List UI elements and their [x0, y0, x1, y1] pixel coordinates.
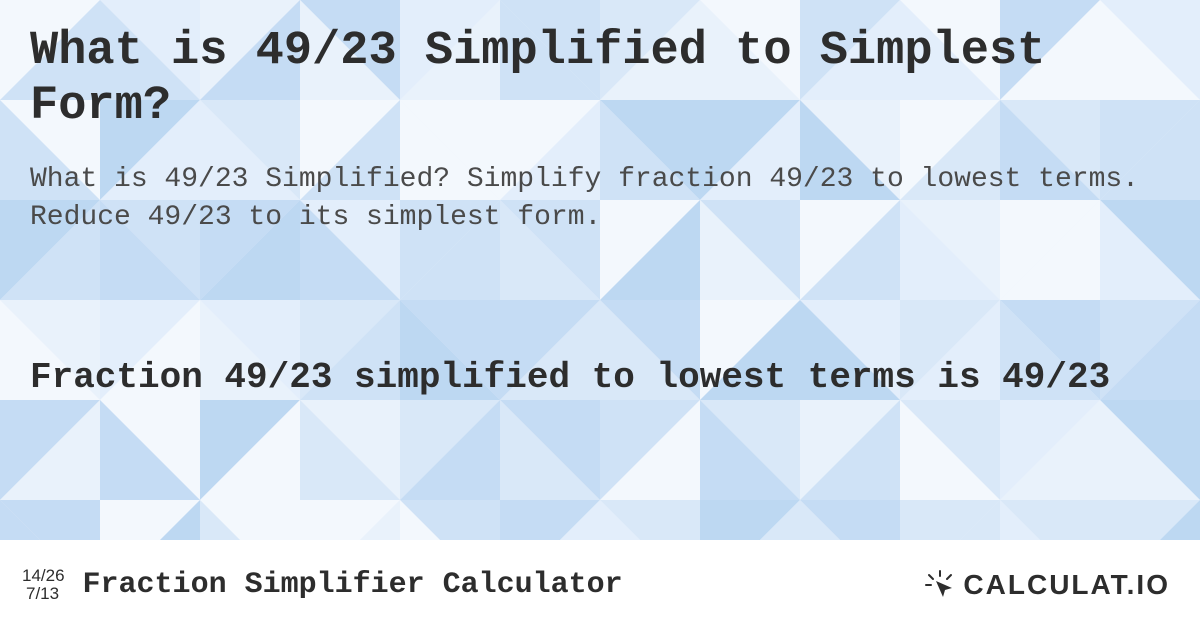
brand-text: CALCULAT.IO	[963, 569, 1170, 601]
footer-bar: 14/26 7/13 Fraction Simplifier Calculato…	[0, 540, 1200, 630]
footer-left: 14/26 7/13 Fraction Simplifier Calculato…	[22, 567, 623, 603]
page-title: What is 49/23 Simplified to Simplest For…	[30, 24, 1170, 135]
footer-title: Fraction Simplifier Calculator	[83, 568, 623, 602]
fraction-simplify-icon: 14/26 7/13	[22, 567, 65, 603]
answer-heading: Fraction 49/23 simplified to lowest term…	[30, 355, 1170, 402]
cursor-click-icon	[925, 570, 955, 600]
brand: CALCULAT.IO	[925, 569, 1170, 601]
content-area: What is 49/23 Simplified to Simplest For…	[0, 0, 1200, 540]
page-subtitle: What is 49/23 Simplified? Simplify fract…	[30, 161, 1170, 237]
